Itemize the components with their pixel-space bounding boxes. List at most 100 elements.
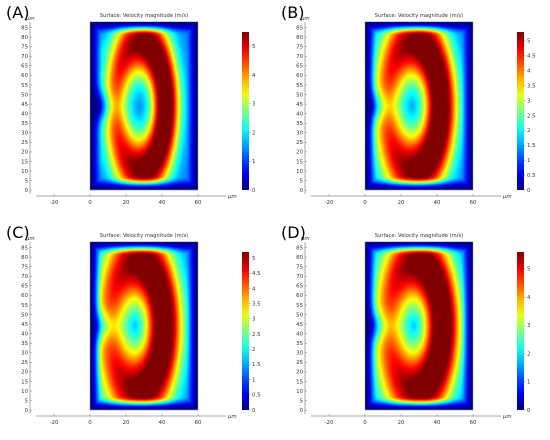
y-tick-label: 35 xyxy=(21,121,28,127)
y-tick-label: 15 xyxy=(296,159,303,165)
y-tick-label: 80 xyxy=(296,35,303,41)
x-unit-label: μm xyxy=(227,194,237,200)
y-tick-label: 5 xyxy=(300,398,303,404)
colorbar-tick-label: 1.5 xyxy=(527,143,536,149)
colorbar-tick-label: 3 xyxy=(252,317,255,323)
y-tick-label: 85 xyxy=(296,25,303,31)
y-tick-label: 30 xyxy=(296,351,303,357)
colorbar-tick-label: 1 xyxy=(527,380,530,386)
y-tick-label: 85 xyxy=(21,245,28,251)
y-tick-label: 20 xyxy=(21,150,28,156)
panel-label: (A) xyxy=(6,3,29,22)
y-unit-label: μm xyxy=(300,16,310,22)
y-tick-label: 40 xyxy=(21,331,28,337)
colorbar xyxy=(242,252,249,410)
y-tick-label: 60 xyxy=(21,293,28,299)
y-tick-label: 35 xyxy=(21,341,28,347)
colorbar-tick-label: 0 xyxy=(252,188,256,194)
y-tick-label: 50 xyxy=(296,92,303,98)
y-tick-label: 25 xyxy=(21,140,28,146)
y-tick-label: 45 xyxy=(21,102,28,108)
y-tick-label: 40 xyxy=(296,331,303,337)
colorbar-tick-label: 0 xyxy=(252,408,256,414)
velocity-heatmap xyxy=(90,241,198,410)
chart-title: Surface: Velocity magnitude (m/s) xyxy=(100,233,188,239)
colorbar-tick-label: 5 xyxy=(527,39,530,45)
y-tick-label: 70 xyxy=(296,274,303,280)
y-tick-label: 55 xyxy=(21,303,28,309)
y-tick-label: 65 xyxy=(296,64,303,70)
y-tick-label: 0 xyxy=(25,188,29,194)
chart-svg: (C) Surface: Velocity magnitude (m/s) -20 0… xyxy=(6,223,261,426)
y-tick-label: 70 xyxy=(21,274,28,280)
colorbar-tick-label: 0 xyxy=(527,188,531,194)
colorbar-tick-label: 4.5 xyxy=(527,54,536,60)
panel-d: (D) Surface: Velocity magnitude (m/s) -20 0… xyxy=(275,220,550,440)
y-tick-label: 30 xyxy=(21,351,28,357)
panel-b: (B) Surface: Velocity magnitude (m/s) -20 0… xyxy=(275,0,550,220)
y-tick-label: 75 xyxy=(296,44,303,50)
y-tick-label: 75 xyxy=(21,44,28,50)
colorbar-tick-label: 4 xyxy=(252,73,256,79)
x-tick-label: -20 xyxy=(325,200,334,206)
x-tick-label: 60 xyxy=(470,420,477,426)
y-tick-label: 25 xyxy=(296,360,303,366)
x-tick-label: 60 xyxy=(195,200,202,206)
colorbar xyxy=(517,32,524,190)
colorbar-tick-label: 5 xyxy=(252,44,255,50)
x-unit-label: μm xyxy=(502,194,512,200)
y-tick-label: 15 xyxy=(296,379,303,385)
colorbar-tick-label: 0 xyxy=(527,408,531,414)
colorbar-tick-label: 3 xyxy=(252,102,255,108)
colorbar-tick-label: 4 xyxy=(527,295,531,301)
y-tick-label: 10 xyxy=(21,169,28,175)
x-tick-label: 0 xyxy=(88,200,92,206)
y-tick-label: 40 xyxy=(21,111,28,117)
y-tick-label: 15 xyxy=(21,159,28,165)
y-tick-label: 45 xyxy=(296,322,303,328)
y-unit-label: μm xyxy=(25,16,35,22)
velocity-heatmap xyxy=(365,241,473,410)
domain-frame xyxy=(364,241,474,411)
y-unit-label: μm xyxy=(300,236,310,242)
y-tick-label: 35 xyxy=(296,341,303,347)
y-tick-label: 55 xyxy=(296,83,303,89)
x-unit-label: μm xyxy=(227,414,237,420)
domain-frame xyxy=(89,21,199,191)
colorbar-tick-label: 3 xyxy=(527,98,530,104)
x-tick-label: 0 xyxy=(363,200,367,206)
x-tick-label: -20 xyxy=(50,420,59,426)
y-tick-label: 85 xyxy=(21,25,28,31)
y-tick-label: 25 xyxy=(296,140,303,146)
y-tick-label: 55 xyxy=(296,303,303,309)
y-tick-label: 0 xyxy=(300,188,304,194)
x-tick-label: -20 xyxy=(325,420,334,426)
x-tick-label: 0 xyxy=(88,420,92,426)
colorbar-tick-label: 3.5 xyxy=(527,83,536,89)
y-tick-label: 50 xyxy=(296,312,303,318)
colorbar-tick-label: 3.5 xyxy=(252,301,261,307)
y-tick-label: 80 xyxy=(21,255,28,261)
colorbar-tick-label: 4 xyxy=(527,69,531,75)
y-tick-label: 5 xyxy=(300,178,303,184)
colorbar-tick-label: 2 xyxy=(252,347,255,353)
colorbar-tick-label: 1 xyxy=(252,377,255,383)
y-tick-label: 50 xyxy=(21,312,28,318)
y-tick-label: 30 xyxy=(296,131,303,137)
panel-label: (B) xyxy=(281,3,304,22)
colorbar-tick-label: 2.5 xyxy=(527,113,536,119)
velocity-heatmap xyxy=(365,21,473,190)
y-tick-label: 60 xyxy=(296,293,303,299)
velocity-heatmap xyxy=(90,21,198,190)
colorbar-tick-label: 3 xyxy=(527,323,530,329)
y-tick-label: 65 xyxy=(296,284,303,290)
colorbar-tick-label: 1 xyxy=(252,159,255,165)
y-tick-label: 50 xyxy=(21,92,28,98)
x-tick-label: 40 xyxy=(434,200,441,206)
y-tick-label: 30 xyxy=(21,131,28,137)
y-tick-label: 20 xyxy=(296,150,303,156)
colorbar-tick-label: 4 xyxy=(252,286,256,292)
colorbar-tick-label: 2 xyxy=(252,130,255,136)
y-tick-label: 15 xyxy=(21,379,28,385)
domain-frame xyxy=(89,241,199,411)
